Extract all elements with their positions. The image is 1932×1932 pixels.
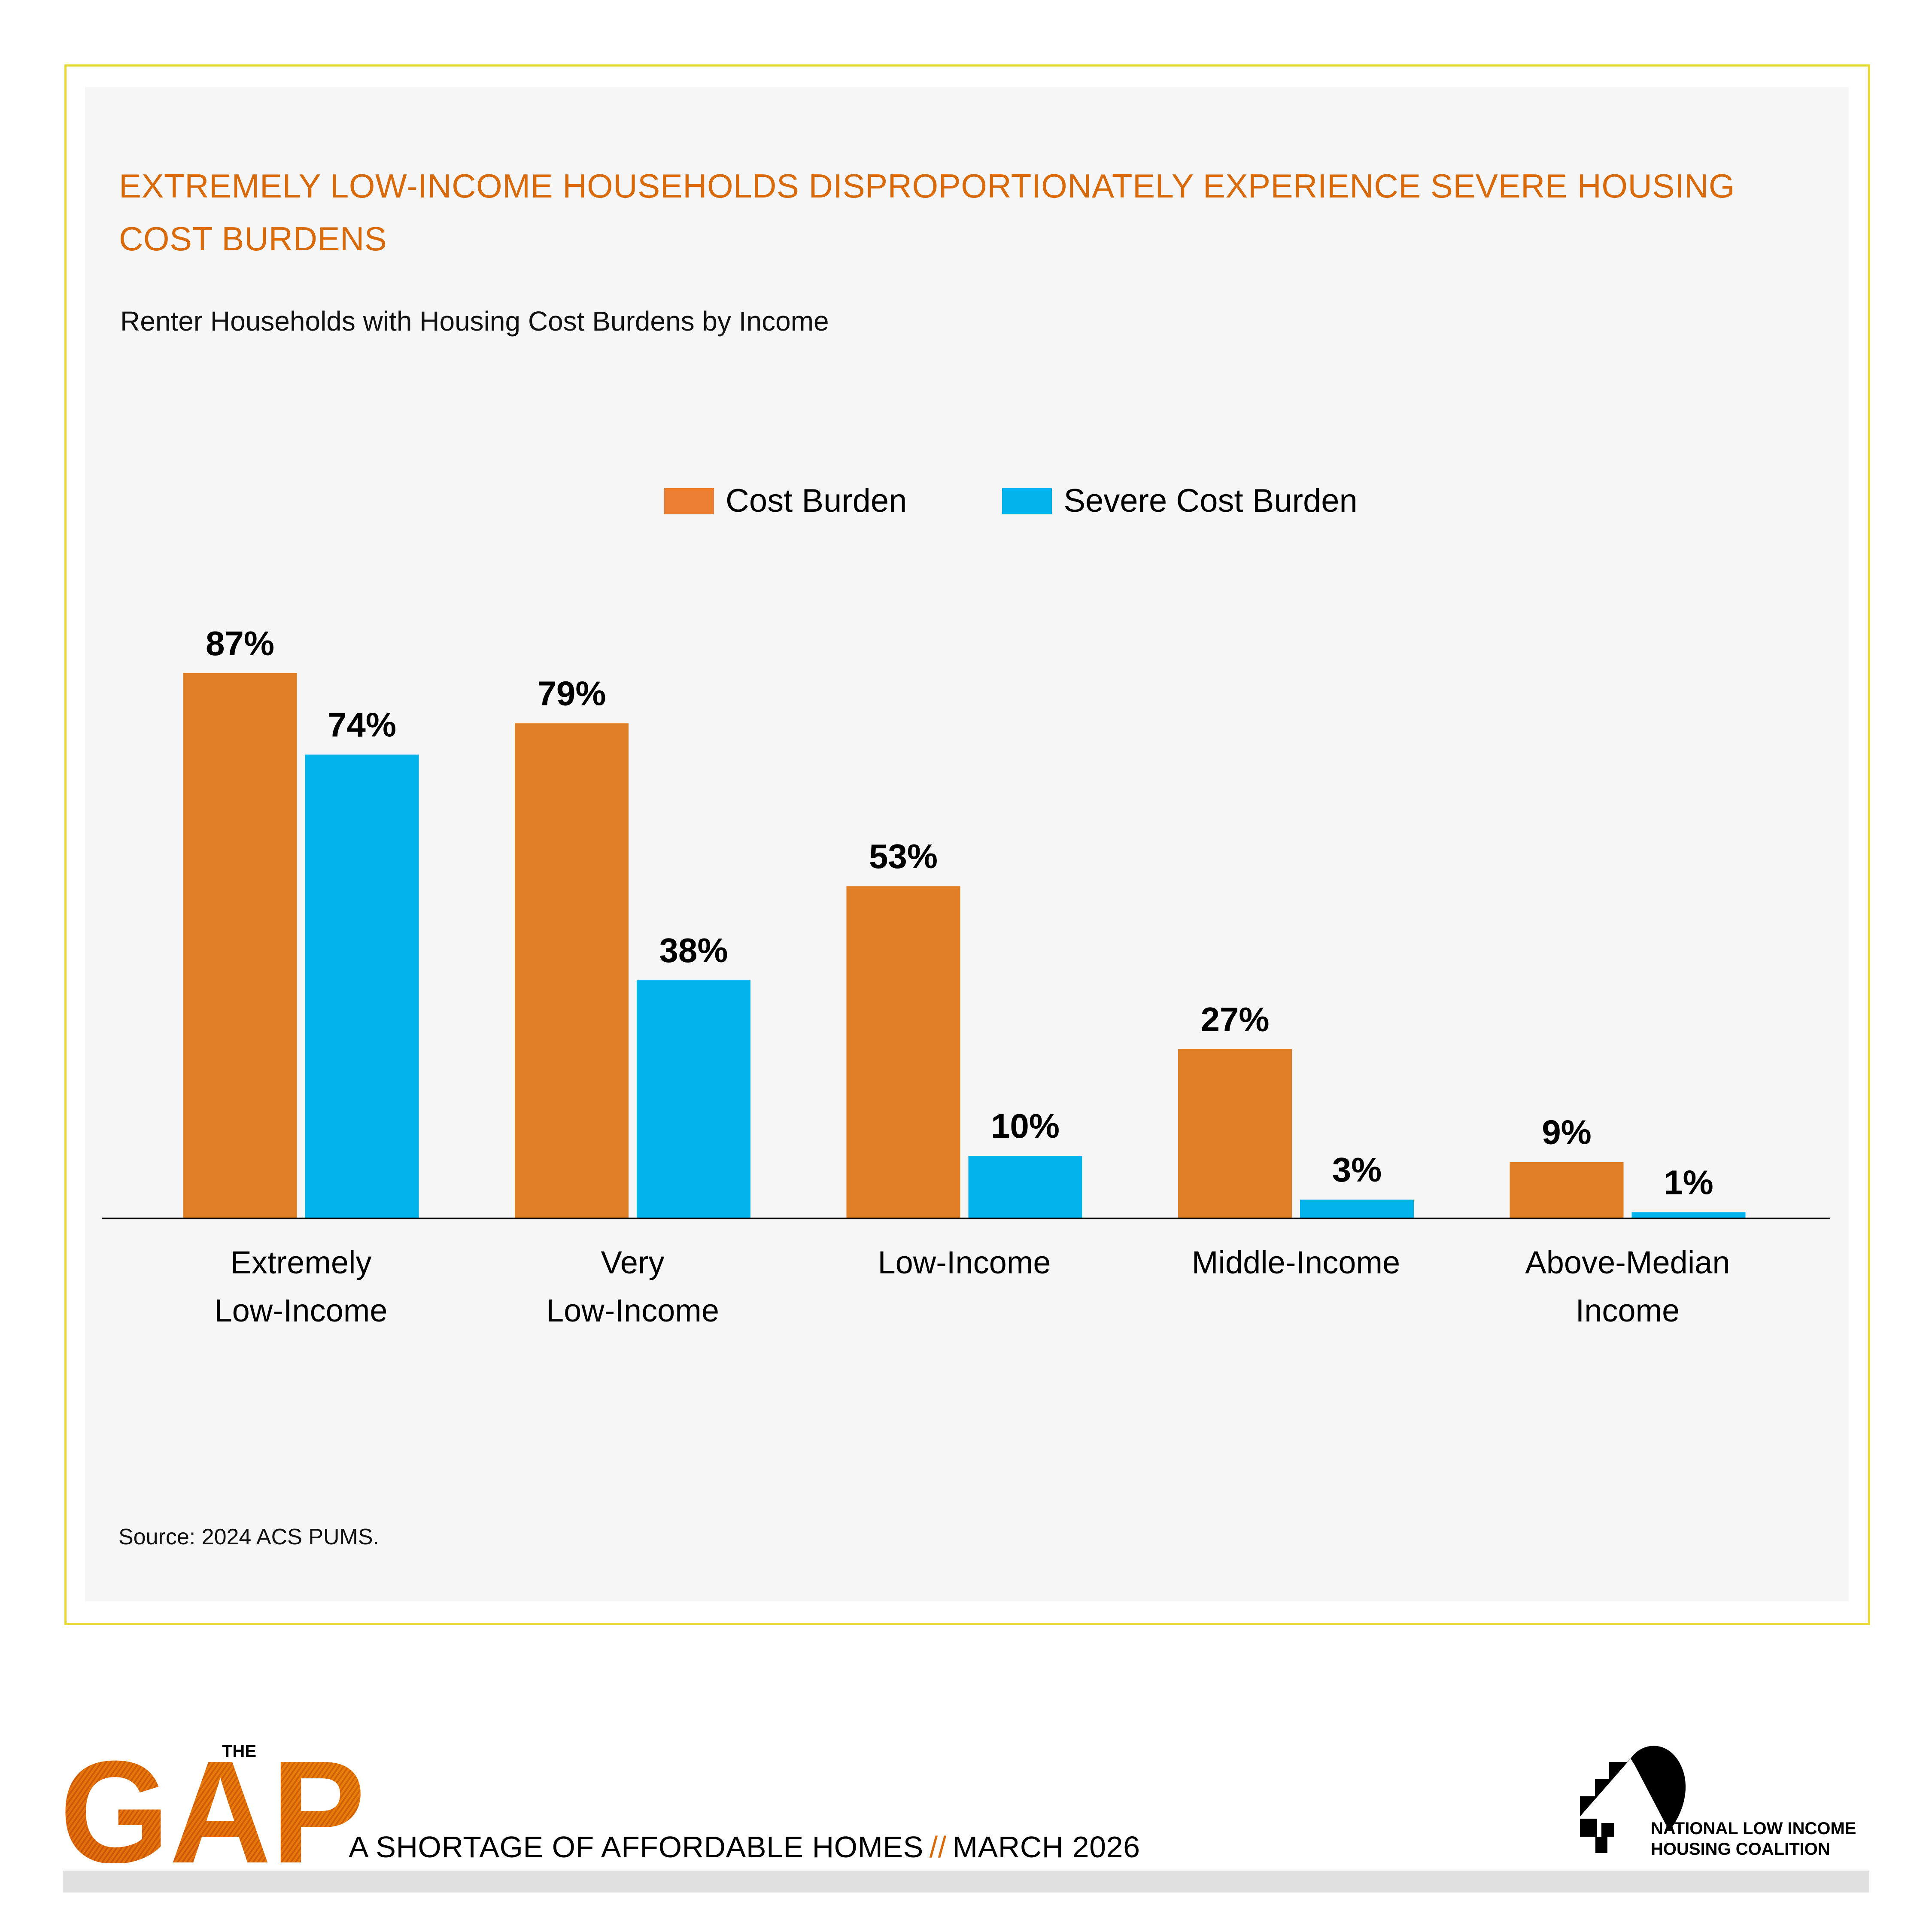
- data-label: 87%: [206, 624, 274, 662]
- org-line-1: NATIONAL LOW INCOME: [1651, 1819, 1856, 1838]
- bar-group: 87% 74% Extremely Low-Income: [183, 624, 419, 1328]
- category-label: Low-Income: [214, 1293, 387, 1328]
- data-label: 9%: [1542, 1113, 1592, 1151]
- legend-swatch-severe-cost-burden: [1002, 488, 1052, 514]
- category-label: Low-Income: [878, 1245, 1051, 1280]
- the-gap-logo: THE GAP GAP: [63, 1735, 365, 1863]
- legend-label-severe-cost-burden: Severe Cost Burden: [1063, 483, 1358, 519]
- tagline-date: MARCH 2026: [952, 1830, 1140, 1864]
- bar-cost-burden: [183, 673, 297, 1218]
- nlihc-house-logo-icon: [1580, 1746, 1686, 1853]
- bar-severe-cost-burden: [1631, 1212, 1746, 1218]
- legend: Cost Burden Severe Cost Burden: [664, 483, 1453, 519]
- bar-group: 53% 10% Low-Income: [846, 837, 1082, 1280]
- category-label: Income: [1576, 1293, 1680, 1328]
- data-label: 38%: [659, 931, 728, 969]
- data-label: 1%: [1664, 1163, 1713, 1201]
- bar-group: 9% 1% Above-Median Income: [1510, 1113, 1746, 1328]
- bar-cost-burden: [515, 723, 629, 1218]
- category-label: Above-Median: [1525, 1245, 1730, 1280]
- category-label: Extremely: [231, 1245, 372, 1280]
- logo-gap-text: GAP: [63, 1735, 365, 1863]
- legend-item-cost-burden: Cost Burden: [664, 483, 907, 519]
- source-note: Source: 2024 ACS PUMS.: [118, 1525, 379, 1549]
- bar-severe-cost-burden: [637, 980, 750, 1218]
- org-line-2: HOUSING COALITION: [1651, 1840, 1830, 1859]
- chart-subtitle: Renter Households with Housing Cost Burd…: [120, 306, 829, 337]
- tagline-separator: //: [929, 1830, 947, 1864]
- logo-gap-overlay: GAP: [63, 1735, 365, 1863]
- legend-item-severe-cost-burden: Severe Cost Burden: [1002, 483, 1358, 519]
- logo-the-text: THE: [222, 1742, 256, 1761]
- bar-cost-burden: [846, 886, 960, 1218]
- bar-group: 79% 38% Very Low-Income: [515, 674, 750, 1328]
- footer-tagline: A SHORTAGE OF AFFORDABLE HOMES//MARCH 20…: [349, 1830, 1140, 1864]
- data-label: 3%: [1332, 1151, 1382, 1189]
- data-label: 74%: [328, 706, 396, 744]
- nlihc-org-name: NATIONAL LOW INCOME HOUSING COALITION: [1651, 1818, 1856, 1859]
- data-label: 79%: [537, 674, 606, 713]
- bar-severe-cost-burden: [968, 1156, 1082, 1218]
- tagline-title: A SHORTAGE OF AFFORDABLE HOMES: [349, 1830, 923, 1864]
- legend-swatch-cost-burden: [664, 488, 714, 514]
- bar-severe-cost-burden: [305, 754, 419, 1218]
- bar-severe-cost-burden: [1300, 1200, 1414, 1218]
- footer-bar: [63, 1871, 1869, 1893]
- bar-cost-burden: [1178, 1049, 1292, 1218]
- chart-title: EXTREMELY LOW-INCOME HOUSEHOLDS DISPROPO…: [119, 167, 1735, 258]
- data-label: 53%: [869, 837, 938, 875]
- category-label: Middle-Income: [1192, 1245, 1400, 1280]
- bar-group: 27% 3% Middle-Income: [1178, 1000, 1414, 1280]
- category-label: Very: [601, 1245, 664, 1280]
- data-label: 27%: [1200, 1000, 1269, 1039]
- data-label: 10%: [991, 1107, 1060, 1145]
- bar-cost-burden: [1510, 1162, 1624, 1218]
- legend-label-cost-burden: Cost Burden: [726, 483, 907, 519]
- category-label: Low-Income: [546, 1293, 719, 1328]
